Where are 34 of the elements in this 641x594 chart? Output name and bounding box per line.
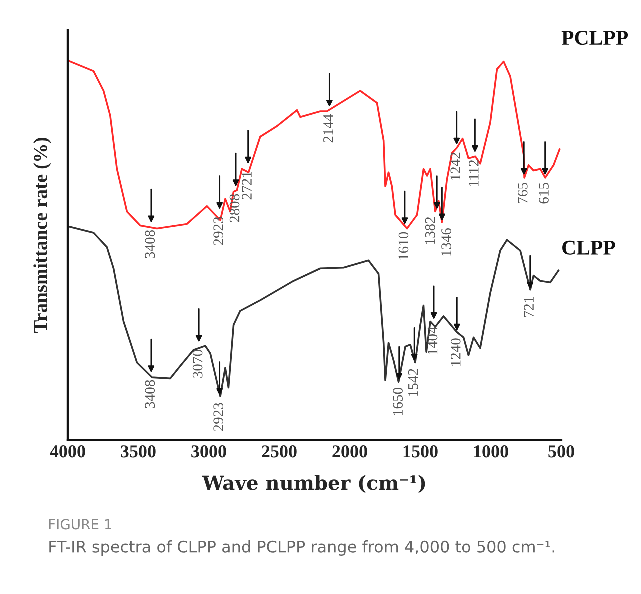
annotation: 2721 <box>242 172 252 200</box>
annotation: 1650 <box>393 388 403 416</box>
text: PCLPP <box>562 31 628 46</box>
y-axis-title: Transmittance rate (%) <box>34 138 52 334</box>
x-tick-label: 3000 <box>192 446 226 458</box>
annotation: 3070 <box>192 350 203 378</box>
annotation: 1382 <box>425 217 436 245</box>
x-tick-label: 500 <box>548 446 574 458</box>
annotation: 1240 <box>450 338 461 366</box>
annotation: 1542 <box>408 369 418 396</box>
x-tick-label: 2000 <box>332 446 368 458</box>
annotation: 615 <box>539 183 549 204</box>
annotation: 1112 <box>469 160 479 186</box>
annotation: 2923 <box>214 217 224 246</box>
annotation: 765 <box>518 183 528 204</box>
annotation: 2144 <box>324 114 334 143</box>
x-tick-label: 3500 <box>121 446 156 458</box>
annotation: 3408 <box>145 230 156 258</box>
x-tick-label: 2500 <box>262 446 297 458</box>
x-tick-label: 4000 <box>50 446 86 458</box>
annotation: 1610 <box>398 232 409 260</box>
caption: FIGURE 1 <box>49 519 112 530</box>
x-tick-label: 1500 <box>404 446 438 458</box>
text: FT-IR spectra of CLPP and PCLPP range from 4,000 to 500 cm⁻¹. <box>50 540 554 556</box>
annotation: 2923 <box>214 403 224 432</box>
x-tick-label: 1000 <box>474 446 508 458</box>
x-axis-title: Wave number (cm⁻¹) <box>202 475 426 494</box>
annotation: 2808 <box>230 194 240 222</box>
annotation: 3408 <box>145 380 156 408</box>
annotation: 1346 <box>442 228 452 256</box>
series-label: CLPP <box>562 240 616 255</box>
annotation: 1404 <box>428 326 438 355</box>
annotation: 721 <box>524 297 534 318</box>
annotation: 1242 <box>450 152 460 180</box>
